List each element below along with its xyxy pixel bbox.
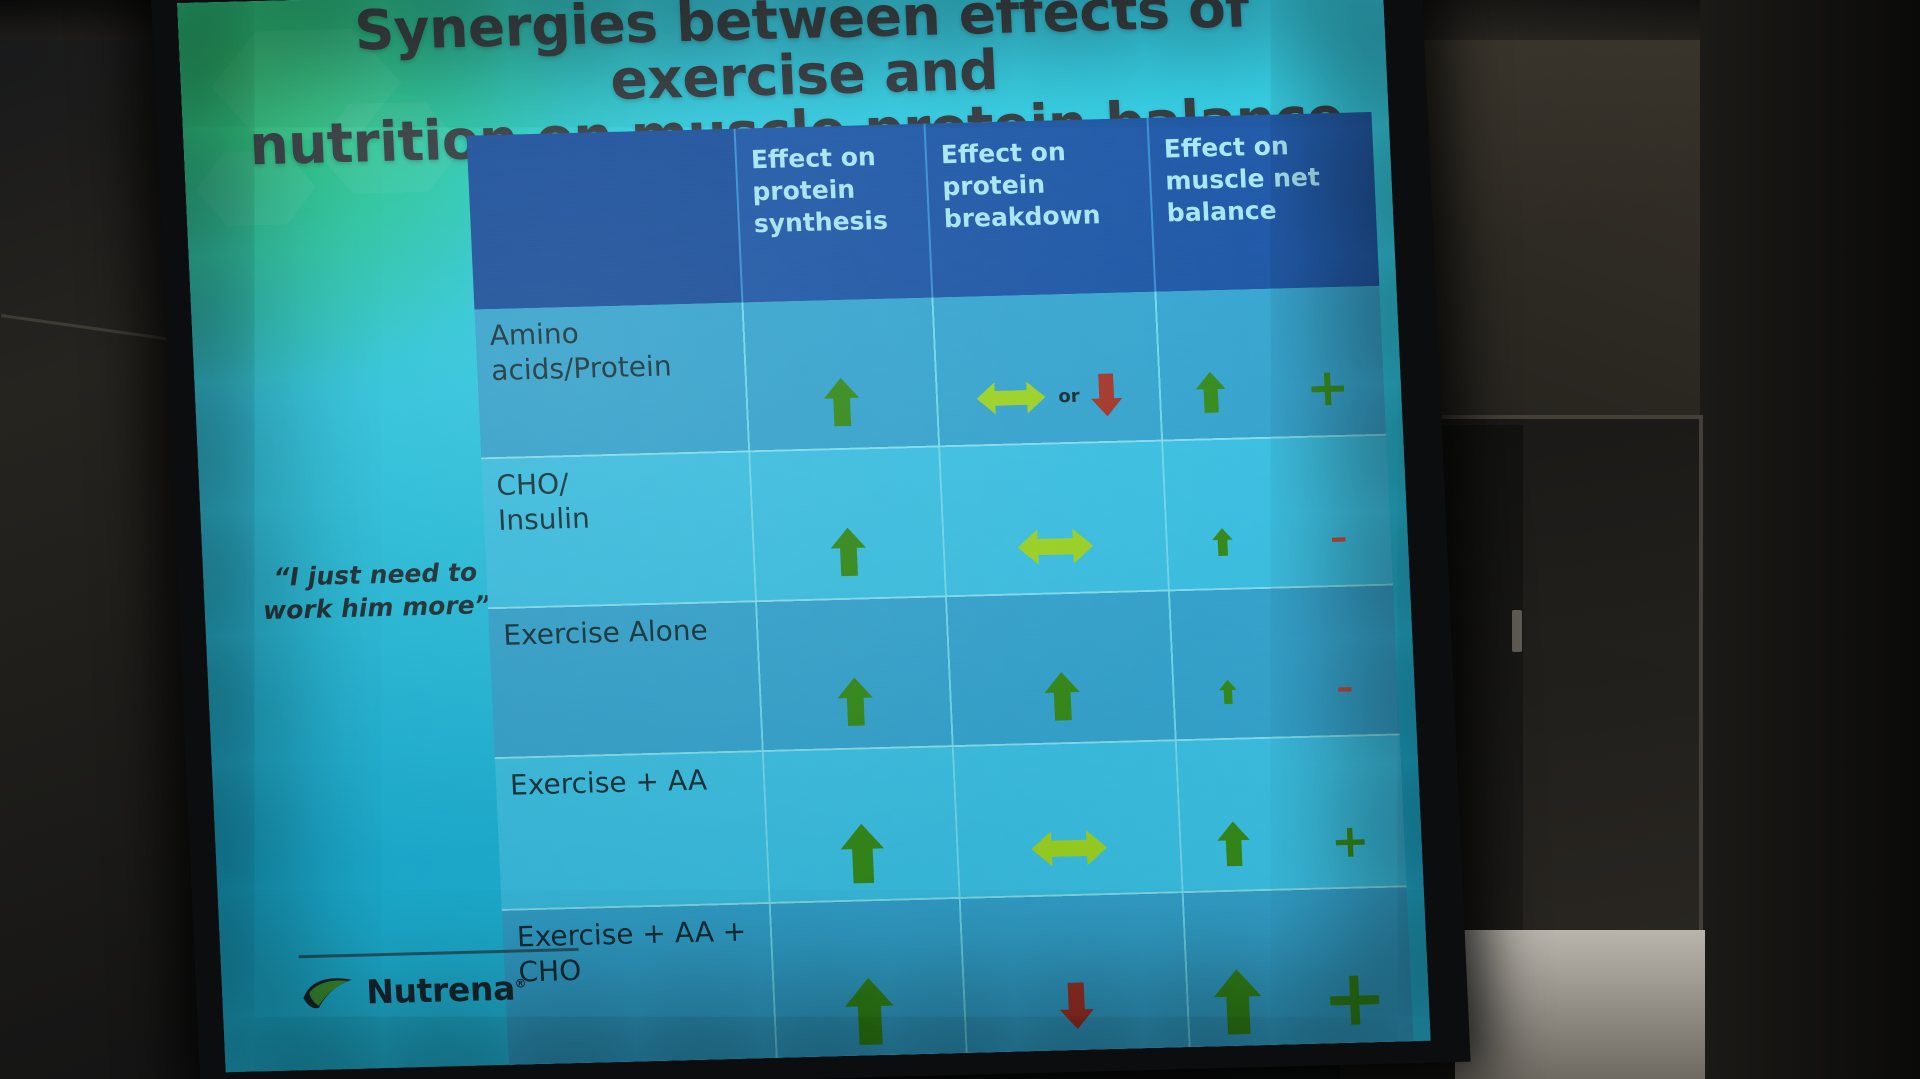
slide-quote: “I just need to work him more” <box>262 557 492 626</box>
arrow-up-icon <box>1196 371 1227 413</box>
table-row-label: Exercise + AA <box>509 763 708 802</box>
nutrena-wordmark: Nutrena® <box>365 968 527 1011</box>
table-row: Exercise + AA + CHO + <box>501 886 1414 1068</box>
table-cell-synthesis <box>749 446 946 602</box>
logo-divider-rule <box>298 947 579 959</box>
cell-symbol-group <box>746 362 937 443</box>
table-row: Exercise Alone – <box>488 584 1400 759</box>
table-cell-synthesis <box>762 746 960 903</box>
cell-symbol-group <box>760 661 951 742</box>
nutrena-logo: Nutrena® <box>298 947 592 1015</box>
cell-symbol-group <box>767 813 958 894</box>
presentation-slide: Synergies between effects of exercise an… <box>177 0 1431 1073</box>
table-cell-net: + <box>1175 734 1407 893</box>
cell-symbol-group <box>753 511 944 592</box>
minus-sign-icon: – <box>1329 518 1349 559</box>
table-cell-net: – <box>1168 584 1400 741</box>
arrow-up-icon <box>837 677 874 726</box>
table-row: CHO/ Insulin – <box>481 434 1393 609</box>
table-cell-synthesis <box>769 897 967 1061</box>
or-label: or <box>1057 385 1081 407</box>
floor-equipment-box <box>1455 930 1705 1079</box>
table-body: Amino acids/Protein or + CHO/ Insulin – Ex… <box>474 285 1414 1068</box>
arrow-up-icon <box>1217 821 1250 867</box>
cell-symbol-group <box>957 807 1181 889</box>
table-row-label-cell: CHO/ Insulin <box>481 451 756 609</box>
door-handle <box>1512 610 1522 652</box>
projector-screen-bezel: Synergies between effects of exercise an… <box>150 0 1471 1079</box>
arrow-up-icon <box>1211 528 1233 557</box>
table-cell-net: + <box>1155 285 1387 441</box>
table-row-label: CHO/ Insulin <box>495 467 591 537</box>
table-row-label-cell: Exercise + AA <box>494 751 770 910</box>
table-row-label-cell: Exercise Alone <box>488 601 763 759</box>
cell-symbol-group: + <box>1159 350 1385 432</box>
table-row-label: Amino acids/Protein <box>488 316 673 387</box>
plus-sign-icon: + <box>1304 357 1351 419</box>
arrow-left-right-icon <box>1031 830 1107 867</box>
cell-symbol-group: + <box>1180 801 1406 883</box>
nutrena-leaf-logo-icon <box>303 978 352 1009</box>
table-cell-synthesis <box>742 297 940 452</box>
plus-sign-icon: + <box>1319 952 1390 1045</box>
table-row: Amino acids/Protein or + <box>474 285 1387 459</box>
cell-symbol-group: – <box>1173 649 1399 731</box>
table-cell-breakdown <box>945 590 1176 747</box>
cell-symbol-group: – <box>1166 500 1392 582</box>
table-header-corner <box>466 128 743 310</box>
table-row: Exercise + AA + <box>494 734 1407 910</box>
arrow-up-icon <box>840 823 885 884</box>
arrow-left-right-icon <box>1017 528 1094 565</box>
table-cell-breakdown <box>939 440 1169 597</box>
arrow-up-icon <box>1214 969 1262 1035</box>
table-cell-net: + <box>1182 886 1414 1050</box>
cell-symbol-group: or <box>936 356 1160 438</box>
minus-sign-icon: – <box>1335 668 1355 709</box>
arrow-up-icon <box>831 527 867 577</box>
arrow-up-icon <box>845 977 894 1046</box>
arrow-down-icon <box>1059 982 1094 1030</box>
cell-symbol-group <box>950 655 1174 737</box>
table-header-protein-breakdown: Effect on protein breakdown <box>924 117 1156 298</box>
arrow-up-icon <box>1219 679 1237 705</box>
arrow-up-icon <box>1044 672 1080 721</box>
cell-symbol-group <box>943 506 1167 588</box>
cell-symbol-group <box>964 965 1188 1047</box>
plus-sign-icon: + <box>1329 812 1371 868</box>
cell-symbol-group <box>774 971 965 1052</box>
nutrena-registered-mark: ® <box>514 975 527 991</box>
table-row-label-cell: Amino acids/Protein <box>474 302 750 459</box>
table-cell-breakdown <box>952 740 1183 898</box>
nutrena-wordmark-text: Nutrena <box>365 968 516 1011</box>
table-row-label: Exercise Alone <box>502 613 709 652</box>
arrow-up-icon <box>824 377 860 427</box>
table-cell-breakdown <box>959 892 1190 1056</box>
table-cell-breakdown: or <box>932 291 1163 447</box>
room-dark-right-edge <box>1700 0 1920 1079</box>
arrow-down-icon <box>1090 373 1122 417</box>
arrow-left-right-icon <box>976 381 1046 414</box>
table-cell-net: – <box>1162 434 1393 591</box>
cell-symbol-group: + <box>1187 952 1413 1045</box>
table-header-row: Effect on protein synthesis Effect on pr… <box>466 112 1380 310</box>
table-cell-synthesis <box>755 596 953 752</box>
synergies-table: Effect on protein synthesis Effect on pr… <box>466 112 1414 1069</box>
table-header-muscle-net-balance: Effect on muscle net balance <box>1147 112 1380 292</box>
table-header-protein-synthesis: Effect on protein synthesis <box>734 123 933 303</box>
